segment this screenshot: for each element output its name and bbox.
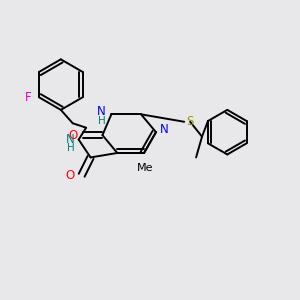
Text: O: O	[68, 129, 78, 142]
Text: H: H	[67, 143, 75, 153]
Text: H: H	[98, 116, 106, 126]
Text: O: O	[66, 169, 75, 182]
Text: N: N	[160, 123, 169, 136]
Text: S: S	[187, 115, 194, 128]
Text: F: F	[25, 91, 32, 104]
Text: N: N	[66, 133, 75, 146]
Text: N: N	[97, 106, 106, 118]
Text: Me: Me	[137, 164, 154, 173]
